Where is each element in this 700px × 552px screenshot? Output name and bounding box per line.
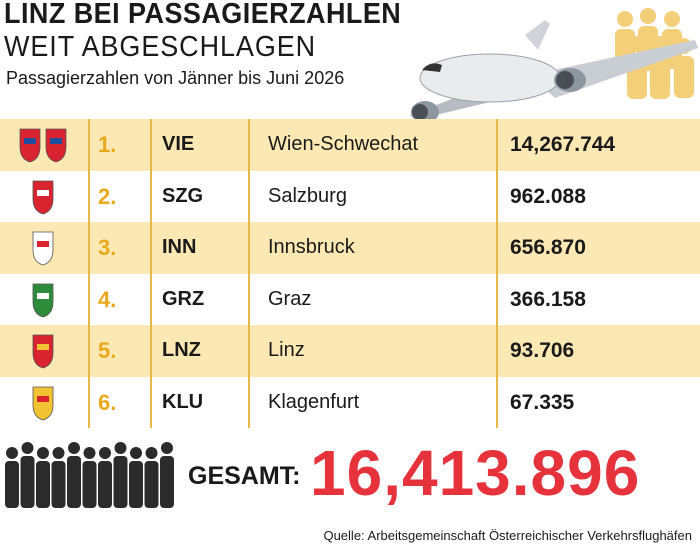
- coat-of-arms: [32, 231, 54, 266]
- passenger-count: 366.158: [510, 287, 586, 311]
- passenger-count: 14,267.744: [510, 133, 616, 156]
- total-label: GESAMT:: [188, 462, 301, 490]
- total-value: 16,413.896: [310, 437, 641, 509]
- passenger-count: 656.870: [510, 236, 586, 259]
- divider: [88, 119, 90, 428]
- rank: 3.: [98, 235, 117, 260]
- table-row: 4. GRZ Graz 366.158: [0, 274, 700, 326]
- airport-code: INN: [162, 236, 197, 258]
- airplane: [410, 20, 698, 123]
- rank: 2.: [98, 183, 117, 209]
- ranking-table: 1. VIE Wien-Schwechat 14,267.744 2. SZG Salzbu…: [0, 119, 700, 428]
- rank: 1.: [98, 132, 117, 157]
- table-row: 3. INN Innsbruck 656.870: [0, 222, 700, 274]
- coat-of-arms: [32, 283, 54, 317]
- table-row: 5. LNZ Linz 93.706: [0, 325, 700, 377]
- passenger-count: 67.335: [510, 390, 575, 414]
- divider: [150, 119, 152, 428]
- divider: [248, 119, 250, 428]
- rank: 6.: [98, 389, 117, 415]
- crowd-icon: [5, 442, 174, 508]
- airport-name: Wien-Schwechat: [268, 133, 419, 155]
- airport-name: Graz: [268, 287, 312, 310]
- airport-code: GRZ: [162, 287, 205, 310]
- rank: 4.: [98, 286, 117, 312]
- source: Quelle: Arbeitsgemeinschaft Österreichis…: [323, 528, 692, 543]
- airport-code: SZG: [162, 184, 204, 207]
- passenger-count: 93.706: [510, 339, 575, 362]
- passenger-count: 962.088: [510, 184, 586, 208]
- airport-name: Innsbruck: [268, 236, 355, 258]
- airport-name: Salzburg: [268, 184, 347, 207]
- rank: 5.: [98, 338, 117, 363]
- table-row: 2. SZG Salzburg 962.088: [0, 171, 700, 223]
- title-line2: WEIT ABGESCHLAGEN: [4, 31, 317, 63]
- airport-code: VIE: [162, 133, 195, 155]
- subtitle: Passagierzahlen von Jänner bis Juni 2026: [6, 68, 345, 88]
- coat-of-arms: [19, 128, 67, 163]
- divider: [496, 119, 498, 428]
- airport-code: LNZ: [162, 339, 201, 361]
- coat-of-arms: [32, 180, 54, 214]
- airport-name: Klagenfurt: [268, 390, 360, 413]
- coat-of-arms: [32, 386, 54, 420]
- table-row: 1. VIE Wien-Schwechat 14,267.744: [0, 119, 700, 171]
- airport-name: Linz: [268, 339, 305, 361]
- title: LINZ BEI PASSAGIERZAHLEN: [4, 0, 402, 30]
- table-row: 6. KLU Klagenfurt 67.335: [0, 377, 700, 429]
- airport-code: KLU: [162, 390, 204, 413]
- coat-of-arms: [32, 334, 54, 369]
